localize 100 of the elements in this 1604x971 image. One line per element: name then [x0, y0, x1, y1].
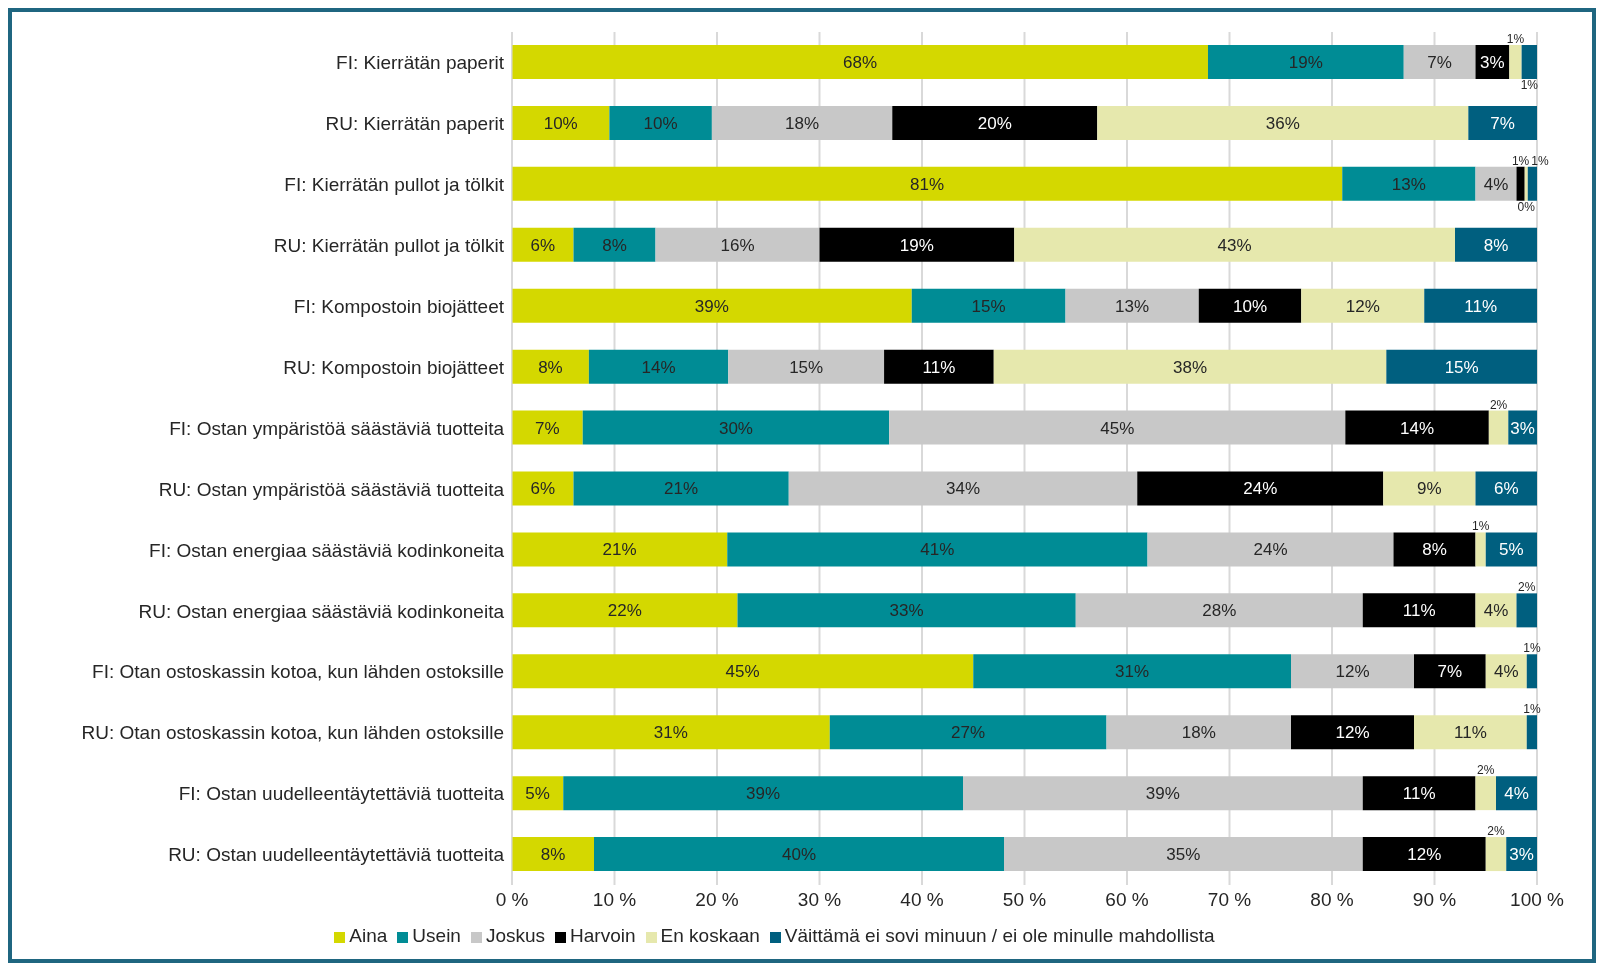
- data-label: 10%: [643, 113, 678, 133]
- data-label: 4%: [1483, 601, 1509, 621]
- x-tick-label: 80 %: [1310, 889, 1354, 911]
- bar: [573, 227, 656, 262]
- data-label: 15%: [789, 357, 824, 377]
- bar: [1521, 45, 1537, 79]
- bar: [1342, 166, 1476, 201]
- bar: [884, 349, 994, 384]
- y-tick-label: FI: Ostan energiaa säästäviä kodinkoneita: [149, 539, 505, 561]
- bar: [1362, 837, 1486, 872]
- legend-label: En koskaan: [660, 925, 760, 946]
- bar: [1455, 227, 1537, 262]
- y-tick-label: FI: Kierrätän pullot ja tölkit: [284, 174, 505, 196]
- bar: [588, 349, 729, 384]
- data-label: 8%: [538, 357, 563, 377]
- bar: [1137, 471, 1384, 506]
- bar: [512, 105, 610, 140]
- data-label: 21%: [664, 479, 699, 499]
- bar: [1475, 776, 1496, 811]
- bar: [1468, 105, 1537, 140]
- bar: [512, 227, 574, 262]
- data-label: 13%: [1391, 174, 1426, 194]
- legend-label: Harvoin: [570, 925, 636, 946]
- bar: [1516, 593, 1537, 628]
- x-tick-label: 50 %: [1002, 889, 1047, 911]
- bar: [512, 410, 583, 445]
- data-label: 3%: [1510, 418, 1535, 438]
- bar: [1198, 288, 1302, 323]
- data-label: 9%: [1417, 479, 1442, 499]
- bar: [1291, 715, 1414, 750]
- data-label: 11%: [1464, 296, 1498, 316]
- bar: [609, 105, 712, 140]
- y-tick-label: FI: Otan ostoskassin kotoa, kun lähden ostoksille: [92, 661, 504, 683]
- bar: [1414, 654, 1486, 689]
- data-label: 15%: [971, 296, 1006, 316]
- data-label: 35%: [1166, 845, 1201, 865]
- bar: [911, 288, 1066, 323]
- data-label: 11%: [922, 357, 956, 377]
- bar: [1527, 166, 1537, 201]
- data-label: 2%: [1489, 397, 1508, 412]
- data-label: 12%: [1345, 296, 1380, 316]
- data-label: 21%: [602, 540, 637, 560]
- data-label: 12%: [1335, 723, 1370, 743]
- data-label: 19%: [899, 235, 934, 255]
- bar: [1383, 471, 1476, 506]
- bar: [512, 593, 738, 628]
- x-tick-label: 70 %: [1207, 889, 1252, 911]
- legend-label: Usein: [412, 925, 461, 946]
- data-label: 7%: [1437, 662, 1463, 682]
- data-label: 19%: [1288, 52, 1323, 72]
- bar: [1526, 715, 1537, 750]
- bar: [573, 471, 789, 506]
- data-label: 13%: [1115, 296, 1150, 316]
- data-label: 12%: [1407, 845, 1442, 865]
- bar: [727, 532, 1148, 567]
- legend-label: Aina: [349, 925, 388, 946]
- data-label: 16%: [720, 235, 755, 255]
- bar: [1488, 410, 1509, 445]
- data-label: 40%: [781, 845, 817, 865]
- bar: [594, 837, 1004, 872]
- data-label: 18%: [1181, 723, 1216, 743]
- y-tick-label: FI: Kompostoin biojätteet: [293, 295, 505, 317]
- data-label: 11%: [1453, 723, 1487, 743]
- x-tick-label: 10 %: [592, 889, 637, 911]
- data-label: 1%: [1520, 78, 1539, 92]
- bar: [1207, 45, 1404, 79]
- data-label: 28%: [1202, 601, 1237, 621]
- bar: [1345, 410, 1489, 445]
- data-label: 7%: [1490, 113, 1515, 133]
- x-tick-label: 0 %: [495, 889, 529, 911]
- data-label: 41%: [920, 540, 955, 560]
- y-tick-label: FI: Ostan ympäristöä säästäviä tuotteita: [169, 417, 505, 439]
- bar: [1414, 715, 1527, 750]
- legend-label: Joskus: [485, 925, 546, 946]
- bar: [1403, 45, 1476, 79]
- bar: [1362, 776, 1476, 811]
- bar: [512, 166, 1343, 201]
- data-label: 12%: [1335, 662, 1370, 682]
- bar: [1424, 288, 1537, 323]
- data-label: 24%: [1243, 479, 1278, 499]
- data-label: 8%: [1483, 235, 1509, 255]
- data-label: 11%: [1402, 784, 1436, 804]
- bar: [1301, 288, 1425, 323]
- bar: [563, 776, 963, 811]
- data-label: 10%: [543, 113, 578, 133]
- bar: [788, 471, 1138, 506]
- bar: [1075, 593, 1363, 628]
- bar: [728, 349, 885, 384]
- data-label: 11%: [1402, 601, 1436, 621]
- bar: [582, 410, 890, 445]
- data-label: 14%: [641, 357, 676, 377]
- y-tick-label: RU: Ostan energiaa säästäviä kodinkoneita: [138, 600, 505, 622]
- bar: [892, 105, 1098, 140]
- data-label: 0%: [1517, 199, 1536, 214]
- bar: [1393, 532, 1476, 567]
- bar: [512, 532, 728, 567]
- data-label: 43%: [1217, 235, 1252, 255]
- data-label: 2%: [1487, 824, 1505, 839]
- data-label: 1%: [1471, 519, 1490, 534]
- data-label: 31%: [653, 723, 688, 743]
